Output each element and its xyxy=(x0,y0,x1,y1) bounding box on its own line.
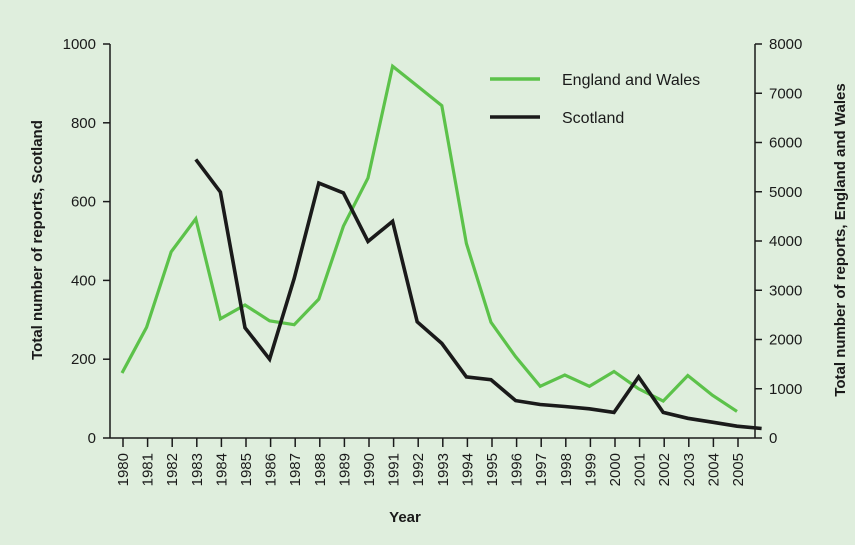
x-tick-label: 1981 xyxy=(140,453,157,486)
y-tick-label-left: 800 xyxy=(71,115,96,132)
x-tick-label: 1992 xyxy=(410,453,427,486)
y-axis-title-left: Total number of reports, Scotland xyxy=(29,120,46,360)
x-tick-label: 1996 xyxy=(509,453,526,486)
x-tick-label: 1997 xyxy=(533,453,550,486)
x-tick-label: 1987 xyxy=(287,453,304,486)
x-tick-label: 1984 xyxy=(213,453,230,486)
x-tick-label: 1989 xyxy=(336,453,353,486)
x-tick-label: 1990 xyxy=(361,453,378,486)
x-tick-label: 1985 xyxy=(238,453,255,486)
y-tick-label-right: 1000 xyxy=(769,381,802,398)
y-tick-label-right: 7000 xyxy=(769,85,802,102)
legend-label-scotland: Scotland xyxy=(562,110,624,127)
series-group xyxy=(120,63,762,431)
x-tick-label: 2004 xyxy=(705,453,722,486)
y-tick-label-right: 0 xyxy=(769,430,777,447)
x-tick-label: 1998 xyxy=(558,453,575,486)
x-tick-label: 1995 xyxy=(484,453,501,486)
x-tick-label: 2000 xyxy=(607,453,624,486)
y-tick-label-right: 5000 xyxy=(769,184,802,201)
y-tick-label-left: 400 xyxy=(71,272,96,289)
y-tick-label-right: 6000 xyxy=(769,135,802,152)
x-tick-label: 2005 xyxy=(730,453,747,486)
y-tick-label-left: 0 xyxy=(88,430,96,447)
axes-group: 0 200 400 600 800 1000 0 1000 2000 3000 4000 5000 60… xyxy=(63,36,803,486)
x-tick-label: 1994 xyxy=(459,453,476,486)
y-tick-label-left: 600 xyxy=(71,194,96,211)
y-tick-label-left: 200 xyxy=(71,351,96,368)
x-tick-label: 1980 xyxy=(115,453,132,486)
y-tick-label-left: 1000 xyxy=(63,36,96,53)
x-tick-label: 2002 xyxy=(656,453,673,486)
y-tick-label-right: 2000 xyxy=(769,332,802,349)
x-tick-label: 2001 xyxy=(632,453,649,486)
x-tick-label: 2003 xyxy=(681,453,698,486)
x-tick-label: 1993 xyxy=(435,453,452,486)
x-tick-label: 1991 xyxy=(386,453,403,486)
y-axis-title-right: Total number of reports, England and Wal… xyxy=(832,83,849,396)
series-line-scotland xyxy=(194,158,762,431)
y-tick-label-right: 4000 xyxy=(769,233,802,250)
x-tick-label: 1999 xyxy=(582,453,599,486)
y-tick-label-right: 8000 xyxy=(769,36,802,53)
x-tick-label: 1982 xyxy=(164,453,181,486)
x-tick-label: 1986 xyxy=(263,453,280,486)
y-tick-label-right: 3000 xyxy=(769,282,802,299)
x-axis-title: Year xyxy=(389,509,421,526)
x-tick-label: 1988 xyxy=(312,453,329,486)
x-tick-label: 1983 xyxy=(189,453,206,486)
legend: England and Wales Scotland xyxy=(490,72,700,127)
legend-label-england-wales: England and Wales xyxy=(562,72,700,89)
